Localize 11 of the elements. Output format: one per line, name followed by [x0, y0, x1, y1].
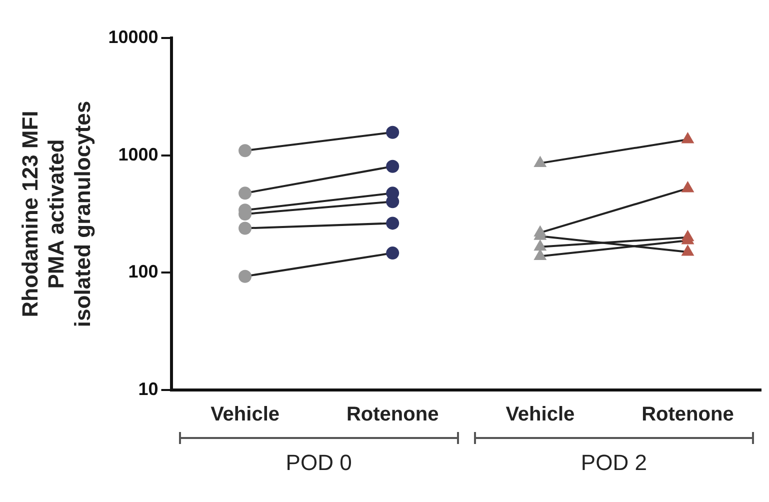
x-tick-label: Rotenone: [642, 404, 734, 426]
y-tick-label: 1000: [118, 144, 158, 164]
x-tick-label: Rotenone: [346, 404, 439, 426]
x-tick-label: Vehicle: [210, 404, 280, 426]
text: POD 0: [284, 450, 353, 476]
y-axis-title: Rhodamine 123 MFI PMA activated isolated granulocytes: [17, 100, 96, 328]
y-tick-label: 10000: [108, 26, 158, 47]
text: POD 2: [580, 450, 648, 476]
y-tick-label: 100: [128, 262, 158, 282]
y-tick-label: 10: [138, 378, 158, 399]
x-tick-label: Vehicle: [506, 404, 575, 426]
